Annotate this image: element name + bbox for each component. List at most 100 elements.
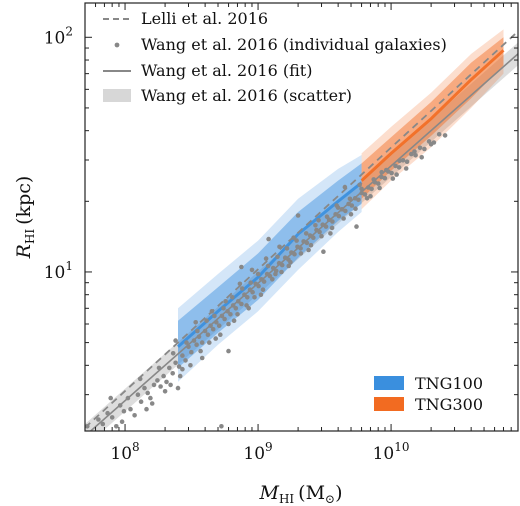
galaxy-point xyxy=(413,153,418,158)
galaxy-point xyxy=(393,163,398,169)
legend-entry-wang-scatter: Wang et al. 2016 (scatter) xyxy=(103,86,352,105)
galaxy-point xyxy=(216,323,222,329)
galaxy-point xyxy=(213,336,218,341)
x-axis-ticks: 108 109 1010 xyxy=(84,3,519,464)
legend-entry-lelli: Lelli et al. 2016 xyxy=(103,9,268,28)
galaxy-point xyxy=(342,184,348,190)
galaxy-point xyxy=(250,289,255,295)
galaxy-point xyxy=(225,309,230,314)
galaxy-point xyxy=(354,224,359,229)
galaxy-point xyxy=(105,410,110,416)
galaxy-point xyxy=(348,212,354,217)
galaxy-point xyxy=(379,169,385,175)
galaxy-point xyxy=(330,219,335,224)
galaxy-point xyxy=(219,313,225,319)
legend-label-tng100: TNG100 xyxy=(415,374,483,393)
galaxy-point xyxy=(228,312,233,317)
galaxy-point xyxy=(417,145,423,151)
galaxy-point xyxy=(356,197,361,203)
galaxy-point xyxy=(371,177,377,182)
galaxy-point xyxy=(275,254,280,260)
galaxy-point xyxy=(261,279,267,284)
galaxy-point xyxy=(175,385,181,391)
galaxy-point xyxy=(308,242,314,248)
galaxy-point xyxy=(214,320,219,325)
galaxy-point xyxy=(226,321,231,327)
galaxy-point xyxy=(173,338,178,343)
galaxy-point xyxy=(156,365,162,371)
galaxy-point xyxy=(196,334,202,340)
galaxy-point xyxy=(303,231,309,236)
galaxy-point xyxy=(226,348,231,354)
galaxy-point xyxy=(235,312,240,317)
galaxy-point xyxy=(357,182,362,188)
galaxy-point xyxy=(419,155,425,160)
galaxy-point xyxy=(267,273,273,279)
galaxy-point xyxy=(199,340,205,345)
legend-label-wang-scatter: Wang et al. 2016 (scatter) xyxy=(141,86,352,105)
galaxy-point xyxy=(230,295,235,300)
galaxy-point xyxy=(161,373,166,379)
galaxy-point xyxy=(198,348,203,354)
tng300-median-line xyxy=(360,49,505,182)
galaxy-point xyxy=(377,185,382,191)
legend-swatch-tng100 xyxy=(374,376,404,390)
galaxy-point xyxy=(277,244,282,250)
galaxy-point xyxy=(119,419,125,425)
galaxy-point xyxy=(382,175,388,181)
galaxy-point xyxy=(164,379,169,385)
legend-label-wang-individual: Wang et al. 2016 (individual galaxies) xyxy=(141,35,447,54)
galaxy-point xyxy=(145,390,150,396)
galaxy-point xyxy=(207,340,212,345)
legend-swatch-tng300 xyxy=(374,397,404,411)
galaxy-point xyxy=(311,235,316,240)
galaxy-point xyxy=(151,382,157,388)
galaxy-point xyxy=(316,218,321,223)
galaxy-point xyxy=(255,271,261,277)
galaxy-point xyxy=(148,395,153,401)
x-tick-label: 108 xyxy=(110,440,139,464)
y-axis-ticks: 101 102 xyxy=(44,24,518,396)
galaxy-point xyxy=(180,353,185,358)
galaxy-point xyxy=(319,233,324,239)
galaxy-point xyxy=(403,166,409,171)
legend-entry-wang-individual: Wang et al. 2016 (individual galaxies) xyxy=(114,35,447,54)
galaxy-point xyxy=(132,413,137,418)
galaxy-point xyxy=(304,240,310,246)
galaxy-point xyxy=(256,283,261,289)
galaxy-point xyxy=(284,246,290,251)
galaxy-point xyxy=(195,328,200,334)
galaxy-point xyxy=(428,142,434,147)
galaxy-point xyxy=(239,264,244,270)
line-layer xyxy=(85,30,518,431)
y-axis-label: RHI(kpc) xyxy=(13,176,37,260)
galaxy-point xyxy=(202,328,208,334)
galaxy-point xyxy=(137,376,143,382)
x-tick-label: 1010 xyxy=(373,440,410,464)
galaxy-point xyxy=(149,401,155,406)
galaxy-point xyxy=(186,344,191,350)
galaxy-point xyxy=(109,415,115,420)
galaxy-point xyxy=(162,389,168,394)
galaxy-point xyxy=(177,373,183,379)
galaxy-point xyxy=(209,309,215,314)
galaxy-point xyxy=(108,395,113,401)
galaxy-point xyxy=(368,194,373,199)
galaxy-point xyxy=(400,158,406,163)
galaxy-point xyxy=(422,146,427,152)
galaxy-point xyxy=(85,424,90,429)
galaxy-point xyxy=(144,406,149,412)
galaxy-point xyxy=(266,236,271,242)
galaxy-point xyxy=(236,299,241,304)
galaxy-point xyxy=(323,224,329,229)
galaxy-point xyxy=(248,280,253,286)
galaxy-point xyxy=(189,349,194,355)
galaxy-point xyxy=(114,424,119,429)
galaxy-point xyxy=(317,229,322,235)
galaxy-point xyxy=(142,385,147,391)
galaxy-point xyxy=(288,259,293,265)
galaxy-point xyxy=(221,306,226,311)
galaxy-point xyxy=(210,326,216,332)
legend-top-left: Lelli et al. 2016 Wang et al. 2016 (indi… xyxy=(103,9,447,105)
galaxy-point xyxy=(180,366,185,372)
